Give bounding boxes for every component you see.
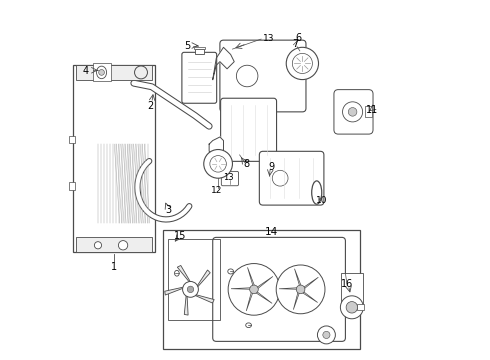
Polygon shape — [231, 288, 254, 289]
Bar — [73, 65, 155, 252]
Circle shape — [135, 66, 147, 79]
FancyBboxPatch shape — [213, 237, 345, 341]
Ellipse shape — [97, 66, 107, 79]
Polygon shape — [294, 289, 300, 310]
Circle shape — [341, 296, 364, 319]
Bar — [357, 304, 364, 310]
Bar — [93, 63, 111, 81]
Circle shape — [228, 264, 280, 315]
Ellipse shape — [312, 181, 322, 204]
Circle shape — [293, 53, 313, 73]
FancyBboxPatch shape — [221, 171, 239, 186]
Ellipse shape — [174, 270, 179, 276]
Bar — [163, 230, 360, 348]
FancyBboxPatch shape — [259, 151, 324, 205]
Bar — [194, 46, 205, 49]
Bar — [341, 273, 363, 304]
Bar — [76, 237, 152, 252]
Bar — [76, 65, 152, 80]
Circle shape — [204, 149, 232, 178]
Text: 10: 10 — [317, 196, 328, 205]
Bar — [69, 135, 74, 143]
Polygon shape — [254, 289, 272, 303]
FancyBboxPatch shape — [182, 52, 217, 103]
Text: 3: 3 — [165, 206, 171, 216]
Bar — [195, 49, 203, 54]
FancyBboxPatch shape — [220, 98, 276, 161]
Polygon shape — [246, 289, 254, 311]
Polygon shape — [300, 277, 318, 289]
Text: 6: 6 — [295, 33, 301, 43]
Bar — [168, 239, 220, 320]
Circle shape — [119, 240, 128, 250]
Text: 13: 13 — [223, 174, 234, 183]
Polygon shape — [209, 137, 223, 155]
Text: 16: 16 — [341, 279, 353, 289]
Text: 14: 14 — [265, 227, 278, 237]
Text: 12: 12 — [211, 186, 222, 195]
Circle shape — [183, 282, 198, 297]
Polygon shape — [213, 47, 234, 80]
Text: 8: 8 — [244, 159, 250, 169]
Ellipse shape — [228, 269, 234, 274]
Circle shape — [276, 265, 325, 314]
Polygon shape — [195, 270, 210, 290]
Text: 9: 9 — [268, 162, 274, 172]
Circle shape — [286, 47, 318, 80]
Text: 7: 7 — [292, 40, 298, 49]
Circle shape — [95, 242, 101, 249]
Circle shape — [348, 108, 357, 116]
Polygon shape — [254, 276, 273, 289]
Ellipse shape — [245, 323, 251, 328]
Polygon shape — [294, 269, 301, 289]
Polygon shape — [247, 267, 255, 289]
FancyBboxPatch shape — [220, 40, 306, 112]
Circle shape — [296, 285, 305, 294]
Bar — [365, 107, 372, 117]
Bar — [69, 182, 74, 190]
Circle shape — [346, 302, 358, 313]
Circle shape — [98, 69, 104, 75]
Circle shape — [236, 65, 258, 87]
Circle shape — [318, 326, 335, 344]
Polygon shape — [279, 288, 300, 289]
Text: 11: 11 — [366, 105, 378, 115]
Text: 15: 15 — [174, 231, 187, 240]
Text: 5: 5 — [184, 41, 190, 50]
Circle shape — [323, 331, 330, 338]
Polygon shape — [165, 286, 188, 295]
Circle shape — [210, 156, 226, 172]
Text: 4: 4 — [82, 66, 89, 76]
FancyBboxPatch shape — [334, 90, 373, 134]
Polygon shape — [177, 265, 193, 285]
Text: 13: 13 — [263, 34, 274, 43]
Polygon shape — [191, 293, 214, 303]
Polygon shape — [184, 291, 188, 315]
Circle shape — [272, 170, 288, 186]
Polygon shape — [300, 289, 318, 302]
Text: 1: 1 — [111, 262, 117, 272]
Circle shape — [250, 285, 258, 294]
Text: 2: 2 — [147, 102, 153, 112]
Circle shape — [343, 102, 363, 122]
Circle shape — [187, 286, 194, 293]
